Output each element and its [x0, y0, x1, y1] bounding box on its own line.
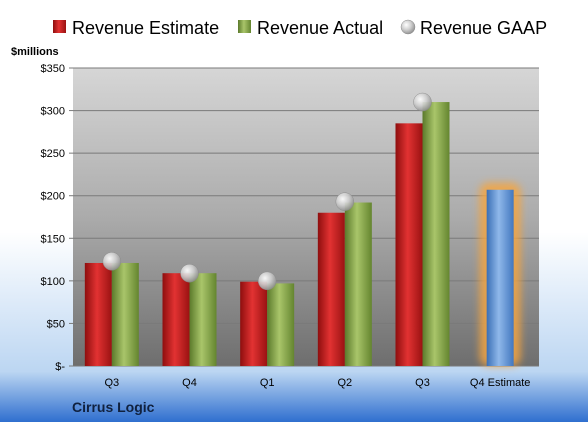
legend-label-estimate: Revenue Estimate [72, 18, 219, 38]
x-category-label: Q4 [182, 377, 197, 389]
bar-revenue-estimate [317, 212, 345, 366]
bar-revenue-actual [111, 262, 139, 366]
x-category-label: Q4 Estimate [470, 377, 531, 389]
x-category-label: Q2 [337, 377, 352, 389]
x-category-label: Q3 [104, 377, 119, 389]
legend-swatch-estimate [53, 20, 66, 33]
x-category-label: Q1 [260, 377, 275, 389]
gaap-marker [180, 263, 199, 283]
gaap-marker [102, 252, 122, 271]
gaap-marker [257, 271, 277, 291]
bar-revenue-actual [267, 283, 295, 366]
bar-revenue-estimate [395, 123, 423, 366]
x-axis-categories: Q3 Q4 Q1 Q2 Q3 Q4 Estimate [104, 377, 530, 389]
y-tick-label: $50 [47, 318, 65, 330]
bar-revenue-actual [344, 202, 372, 366]
y-tick-label: $- [55, 361, 65, 373]
y-tick-label: $300 [41, 106, 65, 118]
y-tick-label: $100 [41, 276, 65, 288]
y-tick-label: $250 [41, 148, 65, 160]
bar-revenue-estimate [84, 262, 112, 366]
bar-revenue-estimate [240, 281, 268, 366]
bar-revenue-estimate [162, 273, 190, 366]
bar-revenue-actual [189, 273, 217, 366]
bar-revenue-actual [422, 102, 450, 367]
plot-area [73, 68, 539, 366]
gaap-markers [102, 92, 432, 291]
bar-q4-estimate [486, 189, 514, 366]
legend-label-actual: Revenue Actual [257, 18, 383, 38]
gaap-marker [413, 92, 432, 112]
y-tick-label: $150 [41, 233, 65, 245]
legend-swatch-actual [238, 20, 251, 33]
y-tick-label: $200 [41, 191, 65, 203]
legend-label-gaap: Revenue GAAP [420, 18, 547, 38]
legend: Revenue Estimate Revenue Actual Revenue … [53, 18, 547, 38]
y-tick-label: $350 [41, 63, 65, 75]
legend-marker-gaap [400, 19, 416, 35]
y-axis-unit-label: $millions [11, 46, 59, 58]
bars [84, 102, 514, 367]
gaap-marker [335, 192, 355, 211]
company-name: Cirrus Logic [72, 399, 155, 415]
y-axis-ticks: $- $50 $100 $150 $200 $250 $300 $350 [41, 63, 73, 373]
grid-lines [73, 67, 539, 367]
x-category-label: Q3 [415, 377, 430, 389]
